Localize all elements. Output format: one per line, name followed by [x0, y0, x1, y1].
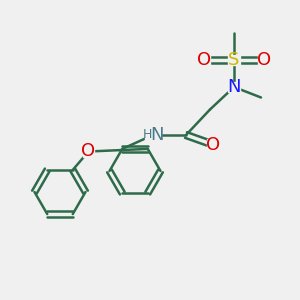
Text: O: O — [206, 136, 220, 154]
Text: O: O — [81, 142, 96, 160]
Text: N: N — [151, 126, 164, 144]
Bar — [198, 55, 210, 65]
Text: S: S — [228, 51, 240, 69]
Bar — [145, 130, 161, 140]
Bar — [228, 82, 240, 92]
Bar — [207, 139, 219, 150]
Bar — [228, 55, 240, 65]
Text: N: N — [227, 78, 241, 96]
Text: H: H — [143, 128, 152, 142]
Text: O: O — [197, 51, 211, 69]
Bar — [258, 55, 270, 65]
Bar — [83, 146, 94, 157]
Text: O: O — [257, 51, 271, 69]
